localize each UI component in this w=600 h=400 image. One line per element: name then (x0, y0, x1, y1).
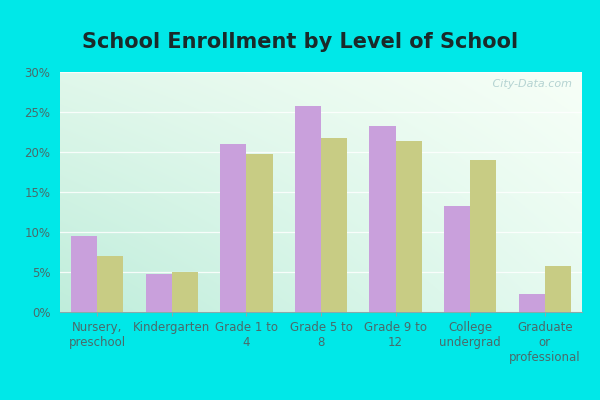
Bar (370, 126, 395, 312)
Bar (172, 272, 198, 312)
Bar (295, 106, 321, 312)
Bar (247, 154, 272, 312)
Bar (545, 266, 571, 312)
Bar (395, 141, 422, 312)
Bar (97, 256, 124, 312)
Bar (220, 144, 247, 312)
Bar (518, 294, 545, 312)
Bar (321, 138, 347, 312)
Text: City-Data.com: City-Data.com (488, 79, 572, 89)
Bar (470, 160, 496, 312)
Bar (444, 206, 470, 312)
Bar (146, 274, 172, 312)
Bar (71, 236, 97, 312)
Text: School Enrollment by Level of School: School Enrollment by Level of School (82, 32, 518, 52)
